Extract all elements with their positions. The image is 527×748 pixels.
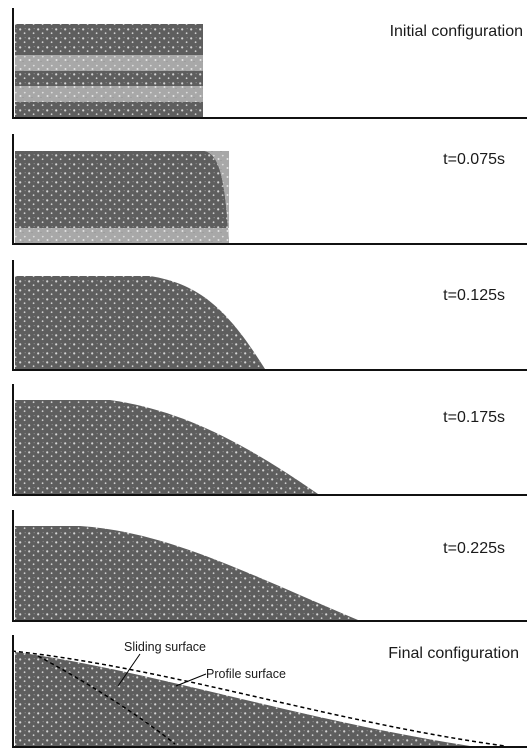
profile-surface-label: Profile surface: [206, 667, 286, 681]
granular-column: [15, 24, 203, 117]
granular-column: [15, 652, 470, 746]
panel-label: t=0.125s: [443, 287, 505, 304]
panel-label: t=0.225s: [443, 540, 505, 557]
sliding-surface-leader: [117, 653, 141, 687]
dark-layer-bottom: [15, 276, 265, 369]
granular-column: [15, 151, 229, 243]
panel-t0075: t=0.075s: [12, 134, 527, 245]
sliding-surface-label: Sliding surface: [124, 640, 206, 654]
panel-t0225: t=0.225s: [12, 510, 527, 622]
granular-column: [15, 400, 318, 494]
granular-column: [15, 526, 358, 620]
panel-label: t=0.175s: [443, 409, 505, 426]
granular-column: [15, 276, 265, 369]
panel-label: t=0.075s: [443, 151, 505, 168]
dark-layer-bottom: [15, 652, 470, 746]
panel-final: Sliding surface Profile surface Final co…: [11, 635, 527, 748]
dark-layer-bottom: [15, 400, 318, 494]
panel-initial: Initial configuration: [12, 8, 527, 119]
panel-label: Initial configuration: [390, 23, 523, 40]
profile-surface-curve: [11, 650, 506, 747]
dark-layer-top: [15, 24, 203, 55]
profile-surface-leader: [175, 673, 207, 687]
light-layer-lower: [15, 151, 229, 243]
dark-layer-bottom: [15, 151, 229, 243]
panel-t0125: t=0.125s: [12, 260, 527, 371]
panel-t0175: t=0.175s: [12, 384, 527, 496]
panel-label: Final configuration: [388, 645, 519, 662]
sliding-surface-curve: [37, 655, 176, 745]
dark-layer-bottom: [15, 526, 358, 620]
